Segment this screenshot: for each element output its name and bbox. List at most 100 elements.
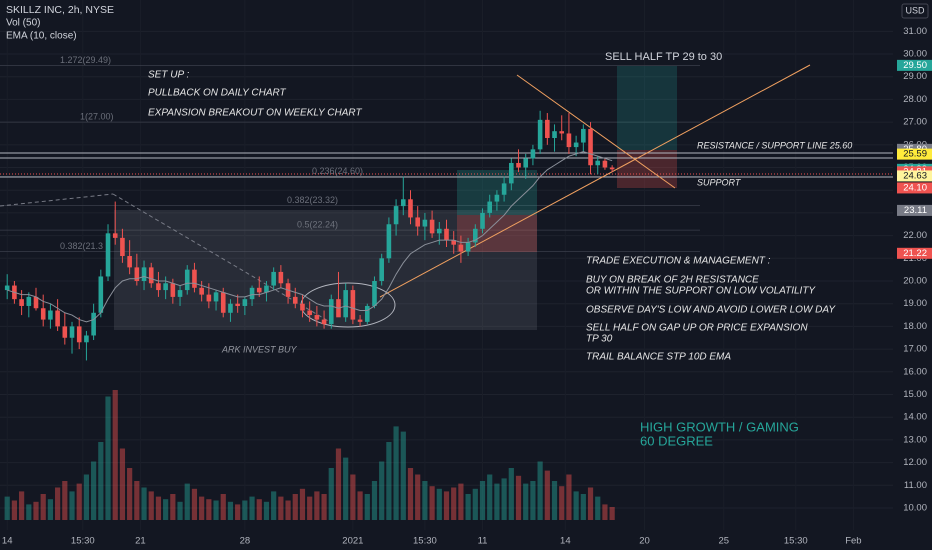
price-axis-bg bbox=[893, 0, 932, 550]
candle-body bbox=[321, 319, 327, 325]
volume-bar bbox=[26, 504, 32, 520]
volume-bar bbox=[141, 487, 147, 520]
volume-bar bbox=[227, 501, 234, 520]
y-tick-label: 28.00 bbox=[903, 94, 927, 105]
volume-bar bbox=[465, 494, 471, 520]
candle-body bbox=[48, 310, 53, 320]
candle-body bbox=[357, 319, 363, 322]
price-label: 21.22 bbox=[903, 248, 927, 259]
candle-body bbox=[26, 296, 32, 306]
candle-body bbox=[156, 283, 161, 291]
candle-body bbox=[509, 162, 514, 184]
x-tick-label: 15:30 bbox=[413, 536, 437, 547]
candle-body bbox=[141, 267, 147, 282]
candle-body bbox=[170, 283, 176, 297]
candle-body bbox=[105, 233, 111, 277]
candle-body bbox=[127, 256, 132, 268]
volume-bar bbox=[62, 481, 68, 520]
y-tick-label: 11.00 bbox=[904, 480, 927, 491]
candle-body bbox=[393, 206, 399, 225]
volume-bar bbox=[40, 494, 46, 520]
indicator: Vol (50) bbox=[6, 18, 40, 29]
volume-bar bbox=[328, 468, 334, 520]
x-tick-label: 28 bbox=[240, 536, 251, 547]
y-tick-label: 29.00 bbox=[903, 71, 927, 82]
candle-body bbox=[177, 290, 183, 297]
candle-body bbox=[516, 162, 521, 168]
candle-body bbox=[242, 299, 248, 306]
price-label-bg bbox=[897, 148, 932, 160]
volume-bar bbox=[127, 468, 133, 520]
volume-bar bbox=[523, 483, 529, 520]
volume-bar bbox=[559, 486, 565, 520]
candle-body bbox=[487, 201, 493, 213]
candle-body bbox=[422, 219, 428, 227]
volume-bar bbox=[501, 478, 507, 520]
candle-body bbox=[501, 183, 507, 195]
volume-bar bbox=[371, 481, 378, 520]
volume-bar bbox=[544, 470, 550, 520]
candle-body bbox=[148, 267, 154, 284]
x-tick-label: 25 bbox=[718, 536, 729, 547]
volume-bar bbox=[98, 442, 104, 520]
candle-body bbox=[343, 290, 348, 318]
candle-body bbox=[545, 119, 550, 139]
volume-bar bbox=[530, 481, 536, 520]
x-tick-label: 15:30 bbox=[71, 536, 95, 547]
candle-body bbox=[537, 119, 543, 150]
volume-bar bbox=[285, 500, 291, 520]
fib-label: 0.236(24.60) bbox=[312, 166, 363, 176]
trend-line bbox=[379, 64, 811, 298]
candle-body bbox=[609, 167, 615, 170]
y-tick-label: 19.00 bbox=[903, 298, 927, 309]
note: 60 DEGREE bbox=[640, 433, 713, 448]
x-tick-label: 21 bbox=[135, 536, 146, 547]
candle-body bbox=[192, 269, 197, 288]
candle-body bbox=[552, 131, 557, 139]
candle-body bbox=[350, 290, 356, 320]
volume-bar bbox=[220, 494, 226, 520]
volume-bar bbox=[163, 499, 169, 520]
note: HIGH GROWTH / GAMING bbox=[640, 419, 799, 434]
y-tick-label: 16.00 bbox=[903, 366, 927, 377]
candles bbox=[4, 110, 615, 361]
volume-bar bbox=[386, 442, 392, 520]
candle-body bbox=[328, 299, 334, 325]
candle-body bbox=[249, 287, 255, 300]
volume-bar bbox=[350, 474, 356, 520]
volume-bar bbox=[170, 494, 176, 520]
candle-body bbox=[271, 271, 276, 286]
candle-body bbox=[415, 217, 420, 227]
volume-bar bbox=[551, 481, 558, 520]
candle-body bbox=[134, 267, 140, 282]
x-tick-label: 20 bbox=[639, 536, 650, 547]
candle-body bbox=[76, 326, 82, 343]
candle-body bbox=[199, 287, 204, 295]
volume-bar bbox=[76, 483, 82, 520]
volume-bar bbox=[69, 491, 75, 520]
volume-bar bbox=[55, 487, 61, 520]
candle-body bbox=[480, 212, 485, 229]
volume-bar bbox=[19, 491, 25, 520]
volume-bar bbox=[343, 457, 349, 520]
volume-bar bbox=[307, 496, 313, 520]
volume-bar bbox=[393, 426, 399, 520]
candle-body bbox=[429, 219, 435, 234]
volume-bar bbox=[436, 488, 442, 520]
candle-body bbox=[98, 276, 104, 313]
volume-bar bbox=[155, 496, 162, 520]
y-tick-label: 15.00 bbox=[903, 389, 927, 400]
volume-bar bbox=[487, 474, 493, 520]
volume-bar bbox=[443, 491, 450, 520]
fib-label: 0.382(23.32) bbox=[287, 195, 338, 205]
volume-bar bbox=[566, 474, 572, 520]
volume-bar bbox=[249, 496, 255, 520]
volume-bar bbox=[422, 481, 428, 520]
candle-body bbox=[19, 299, 24, 306]
note: TP 30 bbox=[586, 334, 613, 345]
candle-body bbox=[451, 240, 457, 245]
y-tick-label: 20.00 bbox=[903, 276, 927, 287]
candle-body bbox=[314, 315, 320, 320]
candle-body bbox=[408, 199, 413, 218]
